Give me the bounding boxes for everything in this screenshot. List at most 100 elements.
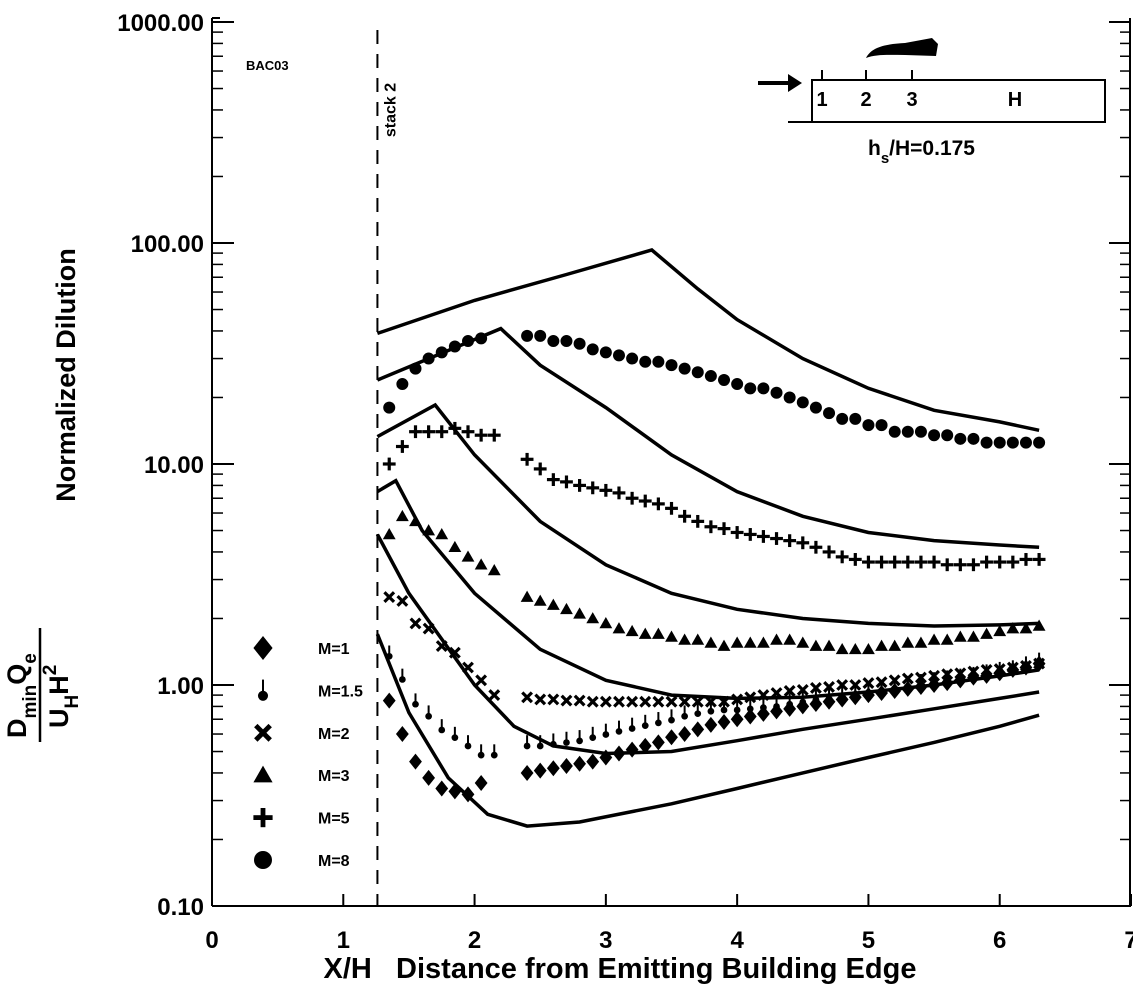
data-point — [395, 509, 409, 522]
circle — [560, 335, 573, 348]
triangle — [520, 590, 534, 602]
triangle — [927, 633, 941, 645]
plus-arm — [440, 425, 444, 439]
circle — [475, 332, 488, 345]
data-point — [573, 755, 586, 772]
pin-head — [641, 722, 649, 729]
triangle — [770, 633, 783, 645]
data-point — [487, 428, 501, 442]
model-curve — [375, 633, 1040, 828]
diamond — [586, 753, 600, 770]
y-tick-label: 100.00 — [131, 231, 204, 258]
data-point — [770, 386, 783, 399]
plus-arm — [643, 494, 647, 508]
diamond — [625, 741, 639, 758]
circle — [704, 370, 717, 383]
cross-arm — [836, 679, 849, 691]
data-point — [1006, 555, 1020, 569]
data-point — [967, 630, 980, 642]
cross-arm — [448, 646, 461, 659]
circle — [462, 335, 475, 348]
plus-arm — [814, 540, 818, 554]
data-point — [399, 668, 406, 683]
plus-arm — [479, 428, 483, 442]
diamond — [253, 636, 273, 660]
cross-arm — [941, 668, 954, 681]
data-point — [521, 329, 534, 342]
circle — [626, 352, 639, 365]
pin-head — [930, 679, 938, 687]
circle — [941, 429, 954, 442]
y-tick-label: 1000.00 — [117, 10, 204, 37]
cross-arm — [718, 695, 730, 708]
circle — [967, 432, 980, 445]
data-point — [422, 524, 436, 536]
plus-arm — [525, 452, 529, 466]
circle — [691, 366, 704, 379]
diamond — [599, 749, 613, 766]
triangle — [448, 540, 462, 553]
circle — [875, 419, 888, 432]
plus-arm — [564, 475, 569, 489]
data-point — [967, 432, 980, 445]
data-point — [651, 497, 665, 511]
inset-label-part: h — [868, 137, 881, 160]
plus-arm — [683, 509, 687, 523]
data-point — [651, 627, 665, 639]
data-point — [448, 421, 462, 435]
data-point — [612, 486, 626, 500]
plus-arm — [453, 421, 457, 435]
circle — [823, 407, 836, 420]
pin-head — [655, 719, 662, 727]
data-point — [822, 639, 836, 651]
data-point — [625, 624, 639, 637]
data-point — [547, 335, 560, 348]
x-tick-label: 6 — [993, 927, 1006, 954]
diamond — [691, 721, 705, 738]
plus-arm — [591, 481, 595, 495]
legend-marker — [254, 851, 272, 869]
data-point — [560, 602, 573, 615]
data-point — [641, 714, 649, 729]
pin-head — [681, 712, 688, 720]
data-point — [941, 668, 954, 681]
plus-arm — [735, 526, 739, 539]
data-point — [967, 665, 980, 678]
circle — [547, 335, 560, 348]
data-point — [940, 558, 954, 572]
triangle — [665, 630, 678, 642]
data-point — [448, 340, 461, 353]
circle — [954, 432, 967, 445]
diamond — [757, 705, 770, 722]
circle — [639, 355, 652, 368]
triangle — [546, 598, 560, 610]
data-point — [477, 744, 485, 759]
data-point — [691, 633, 705, 645]
data-point — [915, 671, 927, 684]
triangle — [395, 509, 409, 522]
legend-marker — [253, 765, 273, 783]
data-point — [730, 711, 744, 728]
data-point — [599, 616, 613, 629]
data-point — [717, 522, 731, 536]
data-point — [665, 695, 678, 708]
data-point — [836, 412, 849, 425]
pin-head — [760, 704, 767, 712]
plus-arm — [801, 536, 805, 550]
data-point — [474, 428, 488, 442]
data-point — [796, 536, 810, 550]
cross-arm — [521, 691, 534, 704]
data-point — [490, 744, 498, 759]
data-point — [520, 452, 534, 466]
inset-position: 1 — [816, 89, 827, 111]
plus-arm — [466, 425, 470, 439]
data-point — [534, 329, 547, 342]
plus-arm — [853, 553, 857, 566]
data-point — [462, 661, 474, 674]
triangle — [625, 624, 639, 637]
plus-arm — [630, 491, 634, 505]
data-point — [954, 432, 967, 445]
circle — [573, 337, 586, 350]
diamond — [717, 714, 731, 731]
data-point — [533, 462, 547, 476]
